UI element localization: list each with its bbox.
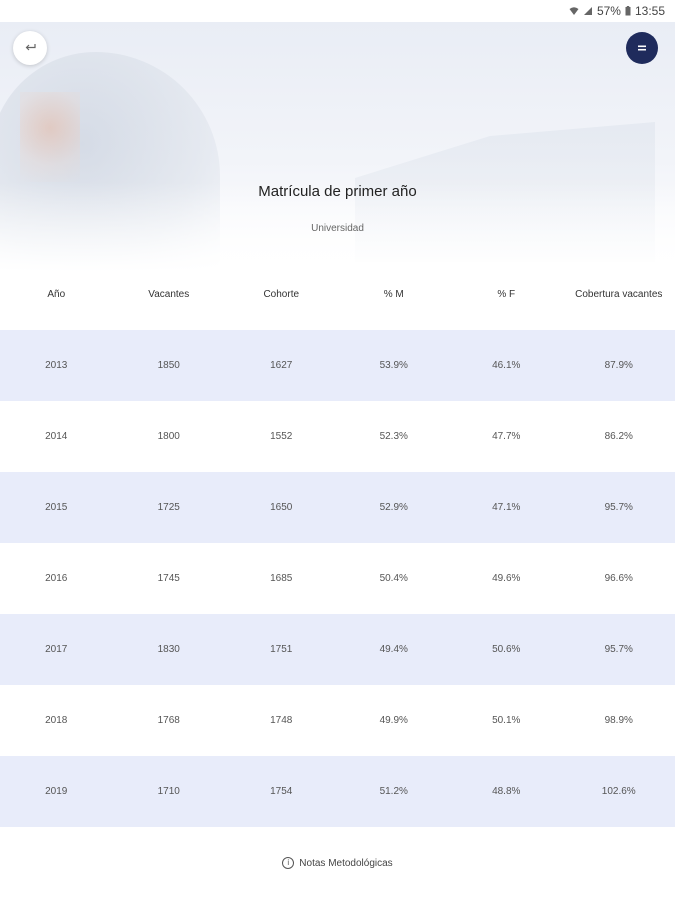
cell-vacancies: 1830	[157, 644, 180, 655]
cell-male-pct: 49.4%	[379, 644, 408, 655]
column-header-year: Año	[47, 289, 66, 300]
cell-cohort: 1685	[270, 573, 293, 584]
hero-emblem	[20, 92, 80, 182]
cell-vacancies: 1745	[157, 573, 180, 584]
column-header-male-pct: % M	[383, 289, 404, 300]
cell-cohort: 1650	[270, 502, 293, 513]
wifi-icon	[569, 6, 579, 16]
notes-label: Notas Metodológicas	[299, 857, 393, 869]
signal-icon	[583, 6, 593, 16]
table-row: 2017 1830 1751 49.4% 50.6% 95.7%	[0, 614, 675, 685]
cell-vacancies: 1850	[157, 360, 180, 371]
battery-level: 57%	[596, 4, 621, 18]
page-subtitle: Universidad	[311, 223, 364, 234]
cell-year: 2013	[45, 360, 68, 371]
column-header-vacancies: Vacantes	[148, 289, 190, 300]
menu-button[interactable]	[626, 32, 658, 64]
back-arrow-icon	[24, 39, 36, 57]
cell-male-pct: 52.3%	[379, 431, 408, 442]
menu-icon	[637, 39, 647, 57]
cell-coverage: 96.6%	[604, 573, 633, 584]
cell-cohort: 1751	[270, 644, 293, 655]
cell-male-pct: 50.4%	[379, 573, 408, 584]
cell-year: 2014	[45, 431, 68, 442]
cell-female-pct: 46.1%	[492, 360, 521, 371]
table-row: 2019 1710 1754 51.2% 48.8% 102.6%	[0, 756, 675, 827]
table-header: Año Vacantes Cohorte % M % F Cobertura v…	[0, 259, 675, 330]
cell-coverage: 98.9%	[604, 715, 633, 726]
cell-cohort: 1552	[270, 431, 293, 442]
cell-vacancies: 1725	[157, 502, 180, 513]
cell-male-pct: 53.9%	[379, 360, 408, 371]
column-header-female-pct: % F	[497, 289, 516, 300]
table-row: 2013 1850 1627 53.9% 46.1% 87.9%	[0, 330, 675, 401]
cell-vacancies: 1768	[157, 715, 180, 726]
cell-coverage: 95.7%	[604, 644, 633, 655]
cell-female-pct: 50.1%	[492, 715, 521, 726]
cell-coverage: 95.7%	[604, 502, 633, 513]
table-row: 2015 1725 1650 52.9% 47.1% 95.7%	[0, 472, 675, 543]
cell-vacancies: 1800	[157, 431, 180, 442]
cell-coverage: 87.9%	[604, 360, 633, 371]
cell-vacancies: 1710	[157, 786, 180, 797]
table-row: 2014 1800 1552 52.3% 47.7% 86.2%	[0, 401, 675, 472]
cell-female-pct: 48.8%	[492, 786, 521, 797]
cell-year: 2016	[45, 573, 68, 584]
cell-male-pct: 51.2%	[379, 786, 408, 797]
cell-male-pct: 49.9%	[379, 715, 408, 726]
cell-female-pct: 47.7%	[492, 431, 521, 442]
cell-cohort: 1748	[270, 715, 293, 726]
battery-icon	[625, 6, 631, 16]
cell-year: 2017	[45, 644, 68, 655]
info-icon: i	[282, 857, 295, 869]
cell-coverage: 86.2%	[604, 431, 633, 442]
table-row: 2018 1768 1748 49.9% 50.1% 98.9%	[0, 685, 675, 756]
table-row: 2016 1745 1685 50.4% 49.6% 96.6%	[0, 543, 675, 614]
back-button[interactable]	[13, 31, 47, 65]
cell-male-pct: 52.9%	[379, 502, 408, 513]
cell-female-pct: 49.6%	[492, 573, 521, 584]
clock: 13:55	[634, 4, 665, 18]
cell-year: 2018	[45, 715, 68, 726]
enrollment-table: Año Vacantes Cohorte % M % F Cobertura v…	[0, 259, 675, 827]
cell-year: 2019	[45, 786, 68, 797]
cell-female-pct: 47.1%	[492, 502, 521, 513]
column-header-coverage: Cobertura vacantes	[575, 289, 663, 300]
cell-female-pct: 50.6%	[492, 644, 521, 655]
cell-cohort: 1627	[270, 360, 293, 371]
column-header-cohort: Cohorte	[263, 289, 300, 300]
cell-year: 2015	[45, 502, 68, 513]
hero-fade	[0, 182, 675, 272]
hero-background	[0, 22, 675, 272]
page-title: Matrícula de primer año	[258, 183, 417, 200]
cell-coverage: 102.6%	[601, 786, 636, 797]
status-bar: 57% 13:55	[0, 0, 675, 22]
methodological-notes-link[interactable]: i Notas Metodológicas	[0, 857, 675, 869]
cell-cohort: 1754	[270, 786, 293, 797]
